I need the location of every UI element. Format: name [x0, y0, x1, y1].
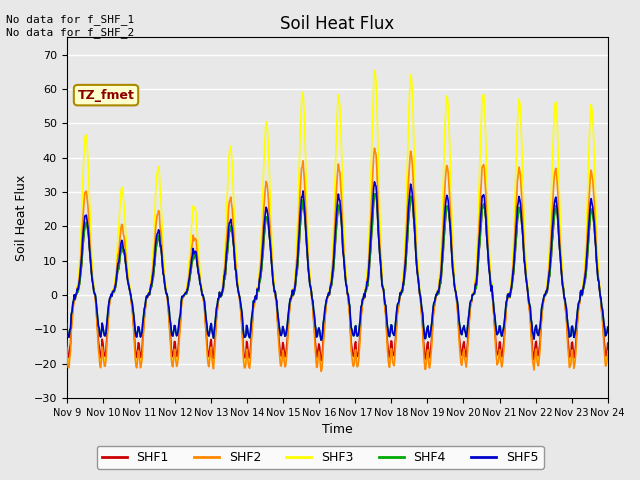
- SHF4: [73, 291, 81, 297]
- SHF4: [604, 324, 612, 330]
- SHF5: [212, 313, 220, 319]
- SHF1: [129, 304, 136, 310]
- SHF2: [129, 307, 136, 312]
- X-axis label: Time: Time: [322, 423, 353, 436]
- SHF3: [404, 120, 412, 126]
- SHF4: [317, 337, 325, 343]
- SHF2: [404, 180, 412, 185]
- SHF1: [212, 324, 220, 330]
- SHF4: [372, 191, 380, 197]
- SHF5: [73, 290, 81, 296]
- SHF1: [420, 347, 428, 353]
- SHF3: [73, 288, 81, 294]
- Text: TZ_fmet: TZ_fmet: [77, 89, 134, 102]
- SHF2: [183, 285, 191, 291]
- SHF3: [420, 353, 428, 359]
- Legend: SHF1, SHF2, SHF3, SHF4, SHF5: SHF1, SHF2, SHF3, SHF4, SHF5: [97, 446, 543, 469]
- SHF2: [63, 345, 70, 350]
- SHF2: [371, 145, 378, 151]
- SHF5: [371, 179, 378, 185]
- SHF4: [183, 288, 191, 294]
- SHF1: [73, 291, 81, 297]
- SHF1: [183, 288, 191, 294]
- SHF4: [212, 313, 220, 319]
- SHF2: [73, 290, 81, 296]
- SHF5: [183, 287, 191, 293]
- SHF5: [420, 329, 428, 335]
- SHF3: [317, 365, 325, 371]
- Line: SHF5: SHF5: [67, 182, 608, 340]
- SHF1: [372, 191, 380, 197]
- SHF1: [604, 340, 612, 346]
- Line: SHF4: SHF4: [67, 194, 608, 340]
- SHF1: [404, 219, 412, 225]
- Line: SHF2: SHF2: [67, 148, 608, 372]
- SHF2: [212, 329, 220, 335]
- SHF3: [212, 328, 220, 334]
- SHF1: [317, 358, 325, 363]
- SHF5: [317, 337, 325, 343]
- SHF5: [404, 205, 412, 211]
- SHF3: [129, 305, 136, 311]
- SHF5: [63, 321, 70, 327]
- SHF4: [129, 300, 136, 306]
- Line: SHF3: SHF3: [67, 71, 608, 368]
- SHF2: [604, 348, 612, 354]
- Line: SHF1: SHF1: [67, 194, 608, 360]
- SHF4: [63, 321, 70, 327]
- SHF3: [604, 346, 612, 351]
- SHF5: [129, 300, 136, 306]
- Text: No data for f_SHF_1
No data for f_SHF_2: No data for f_SHF_1 No data for f_SHF_2: [6, 14, 134, 38]
- SHF4: [404, 219, 412, 225]
- SHF5: [604, 324, 612, 330]
- SHF3: [63, 342, 70, 348]
- Title: Soil Heat Flux: Soil Heat Flux: [280, 15, 394, 33]
- SHF2: [317, 369, 325, 374]
- SHF4: [420, 329, 428, 335]
- SHF1: [63, 337, 70, 343]
- SHF2: [420, 356, 428, 362]
- Y-axis label: Soil Heat Flux: Soil Heat Flux: [15, 175, 28, 261]
- SHF3: [183, 281, 191, 287]
- SHF3: [371, 68, 378, 73]
